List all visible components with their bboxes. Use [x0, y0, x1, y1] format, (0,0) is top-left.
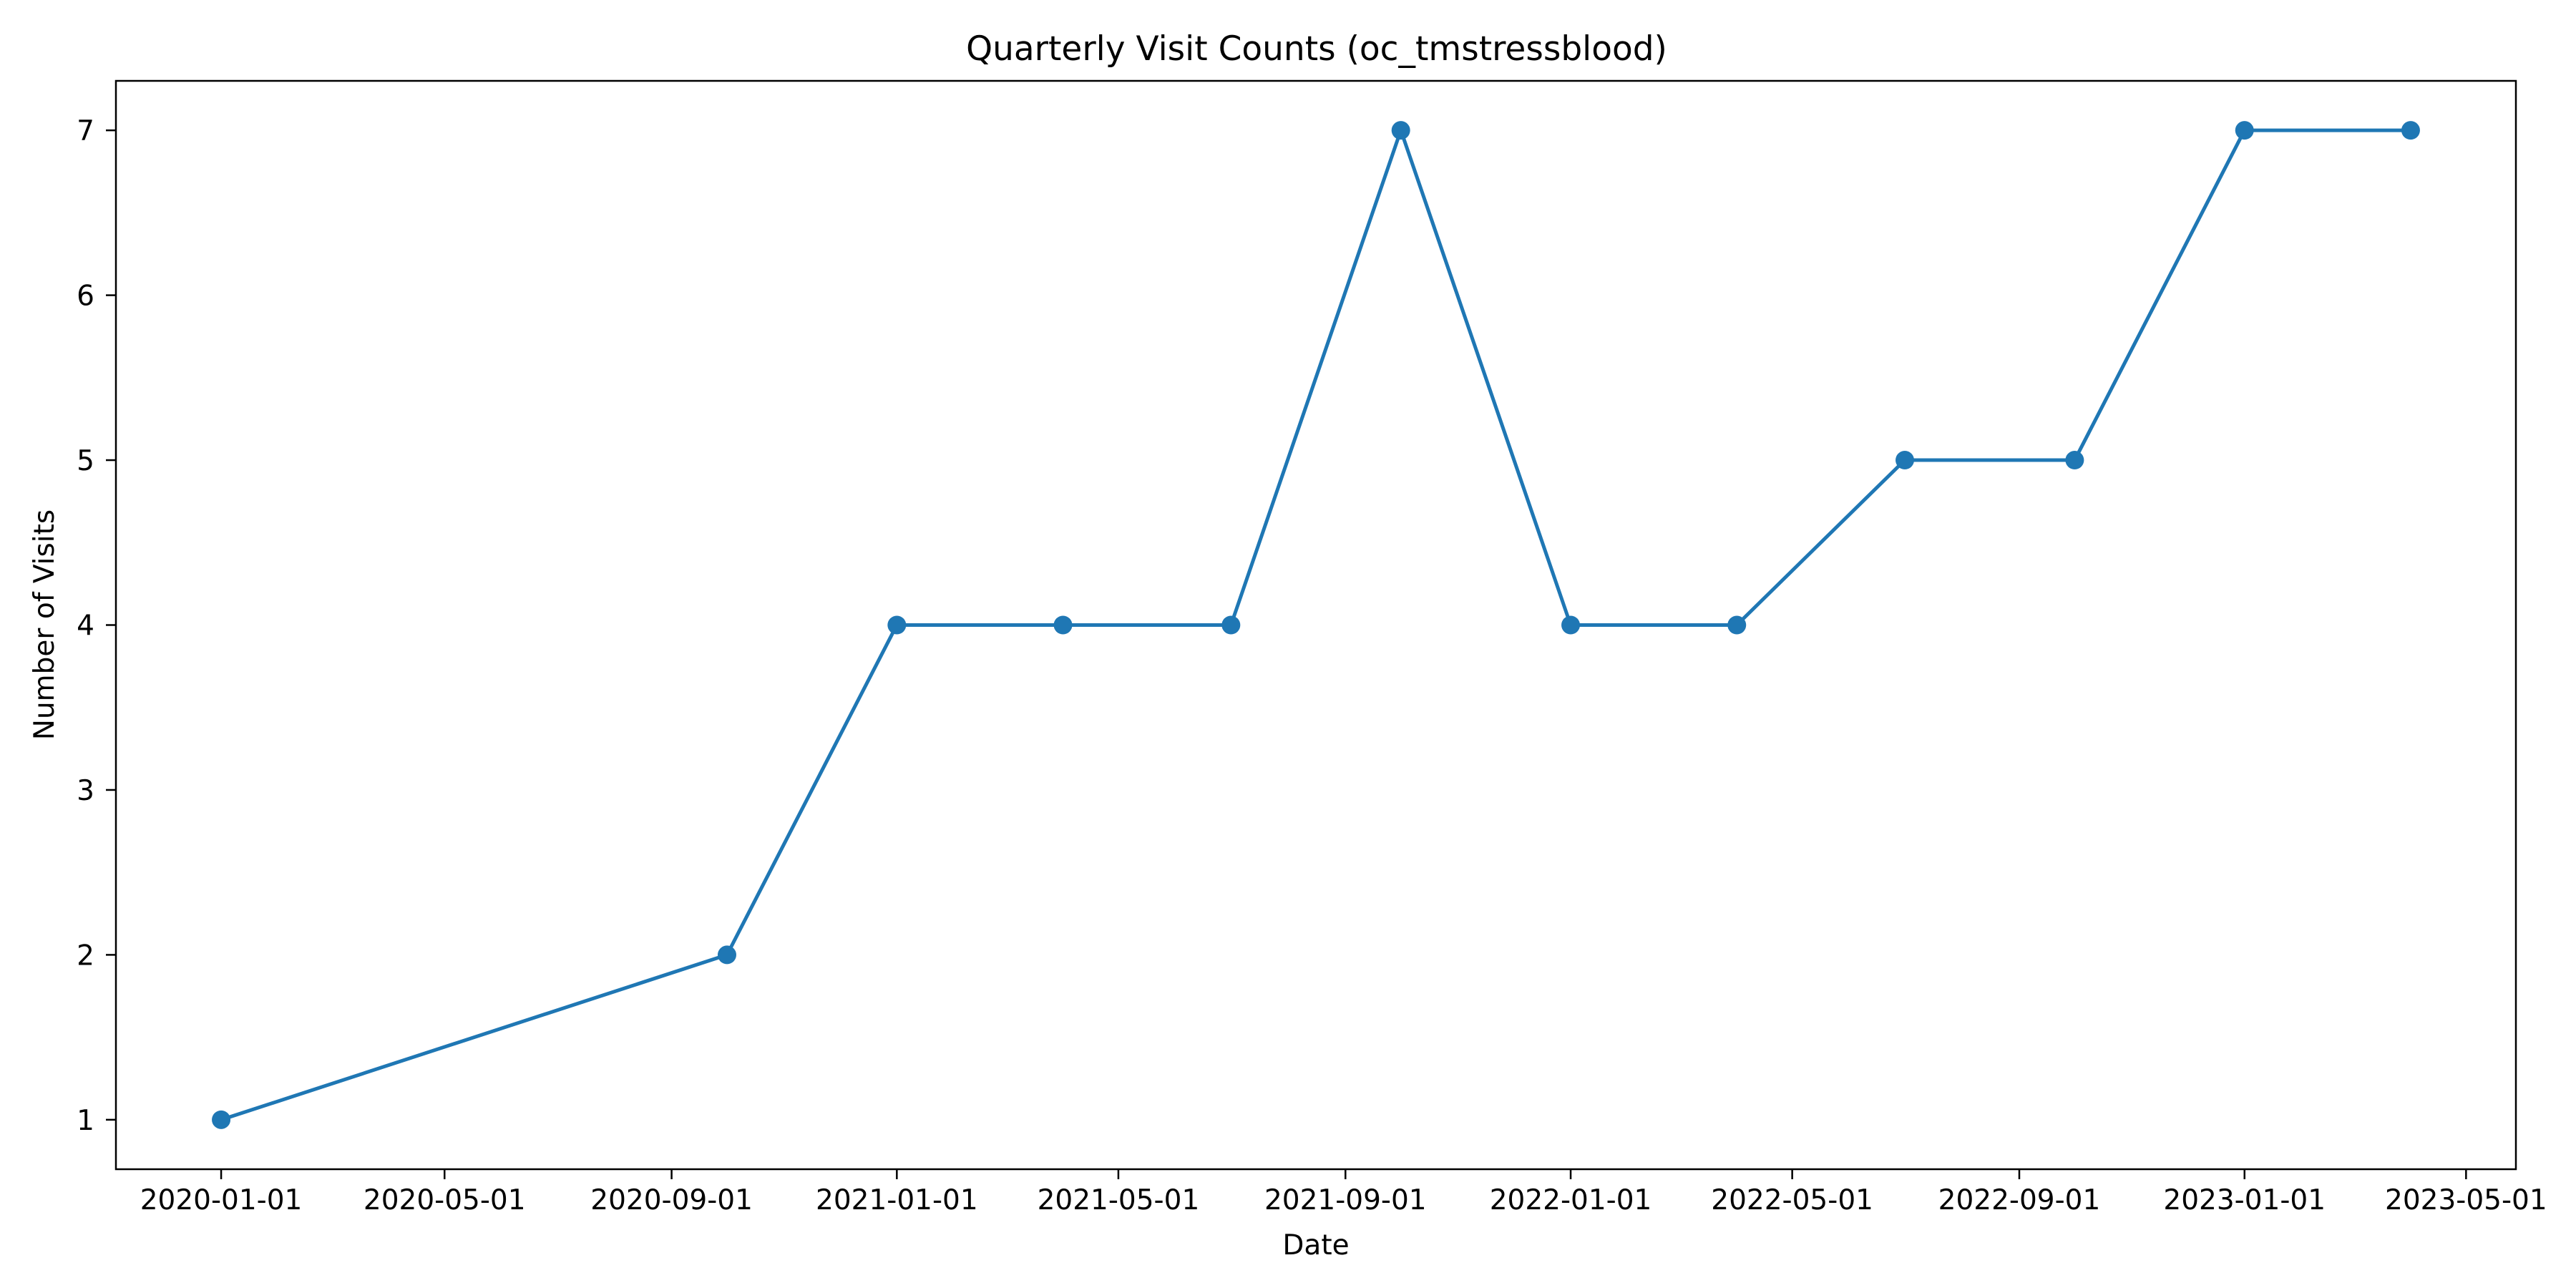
x-tick-label: 2023-01-01	[2163, 1184, 2326, 1216]
y-tick-label: 1	[77, 1105, 94, 1137]
x-axis-label: Date	[1282, 1229, 1349, 1262]
plot-frame	[114, 79, 2517, 1171]
y-tick-label: 2	[77, 940, 94, 972]
data-point	[887, 615, 907, 635]
y-axis: 1 2 3 4 5 6 7	[77, 115, 116, 1137]
x-axis: 2020-01-01 2020-05-01 2020-09-01 2021-01-01…	[140, 1169, 2547, 1216]
x-tick-label: 2021-05-01	[1038, 1184, 1200, 1216]
x-tick-label: 2022-01-01	[1490, 1184, 1652, 1216]
y-tick-label: 7	[77, 115, 94, 147]
data-point	[1896, 451, 1915, 470]
y-tick-label: 6	[77, 280, 94, 313]
y-tick-label: 3	[77, 775, 94, 807]
data-point	[1727, 615, 1747, 635]
data-point	[212, 1110, 231, 1129]
x-tick-label: 2023-05-01	[2385, 1184, 2547, 1216]
x-tick-label: 2022-05-01	[1711, 1184, 1873, 1216]
x-tick-label: 2022-09-01	[1938, 1184, 2101, 1216]
series-line	[220, 128, 2411, 1122]
y-tick-label: 4	[77, 610, 94, 643]
data-point	[1053, 615, 1073, 635]
y-axis-label: Number of Visits	[29, 509, 61, 740]
data-point	[2235, 121, 2254, 140]
x-tick-label: 2020-09-01	[590, 1184, 753, 1216]
y-tick-label: 5	[77, 445, 94, 477]
x-tick-label: 2020-05-01	[364, 1184, 526, 1216]
x-tick-label: 2020-01-01	[140, 1184, 303, 1216]
x-tick-label: 2021-01-01	[816, 1184, 978, 1216]
data-point	[2065, 451, 2084, 470]
series-layer	[212, 121, 2420, 1129]
x-tick-label: 2021-09-01	[1264, 1184, 1427, 1216]
data-point	[1391, 121, 1410, 140]
data-point	[1561, 615, 1581, 635]
data-point	[1221, 615, 1241, 635]
chart-title: Quarterly Visit Counts (oc_tmstressblood…	[966, 29, 1667, 69]
data-point	[2401, 121, 2420, 140]
data-point	[717, 945, 736, 965]
